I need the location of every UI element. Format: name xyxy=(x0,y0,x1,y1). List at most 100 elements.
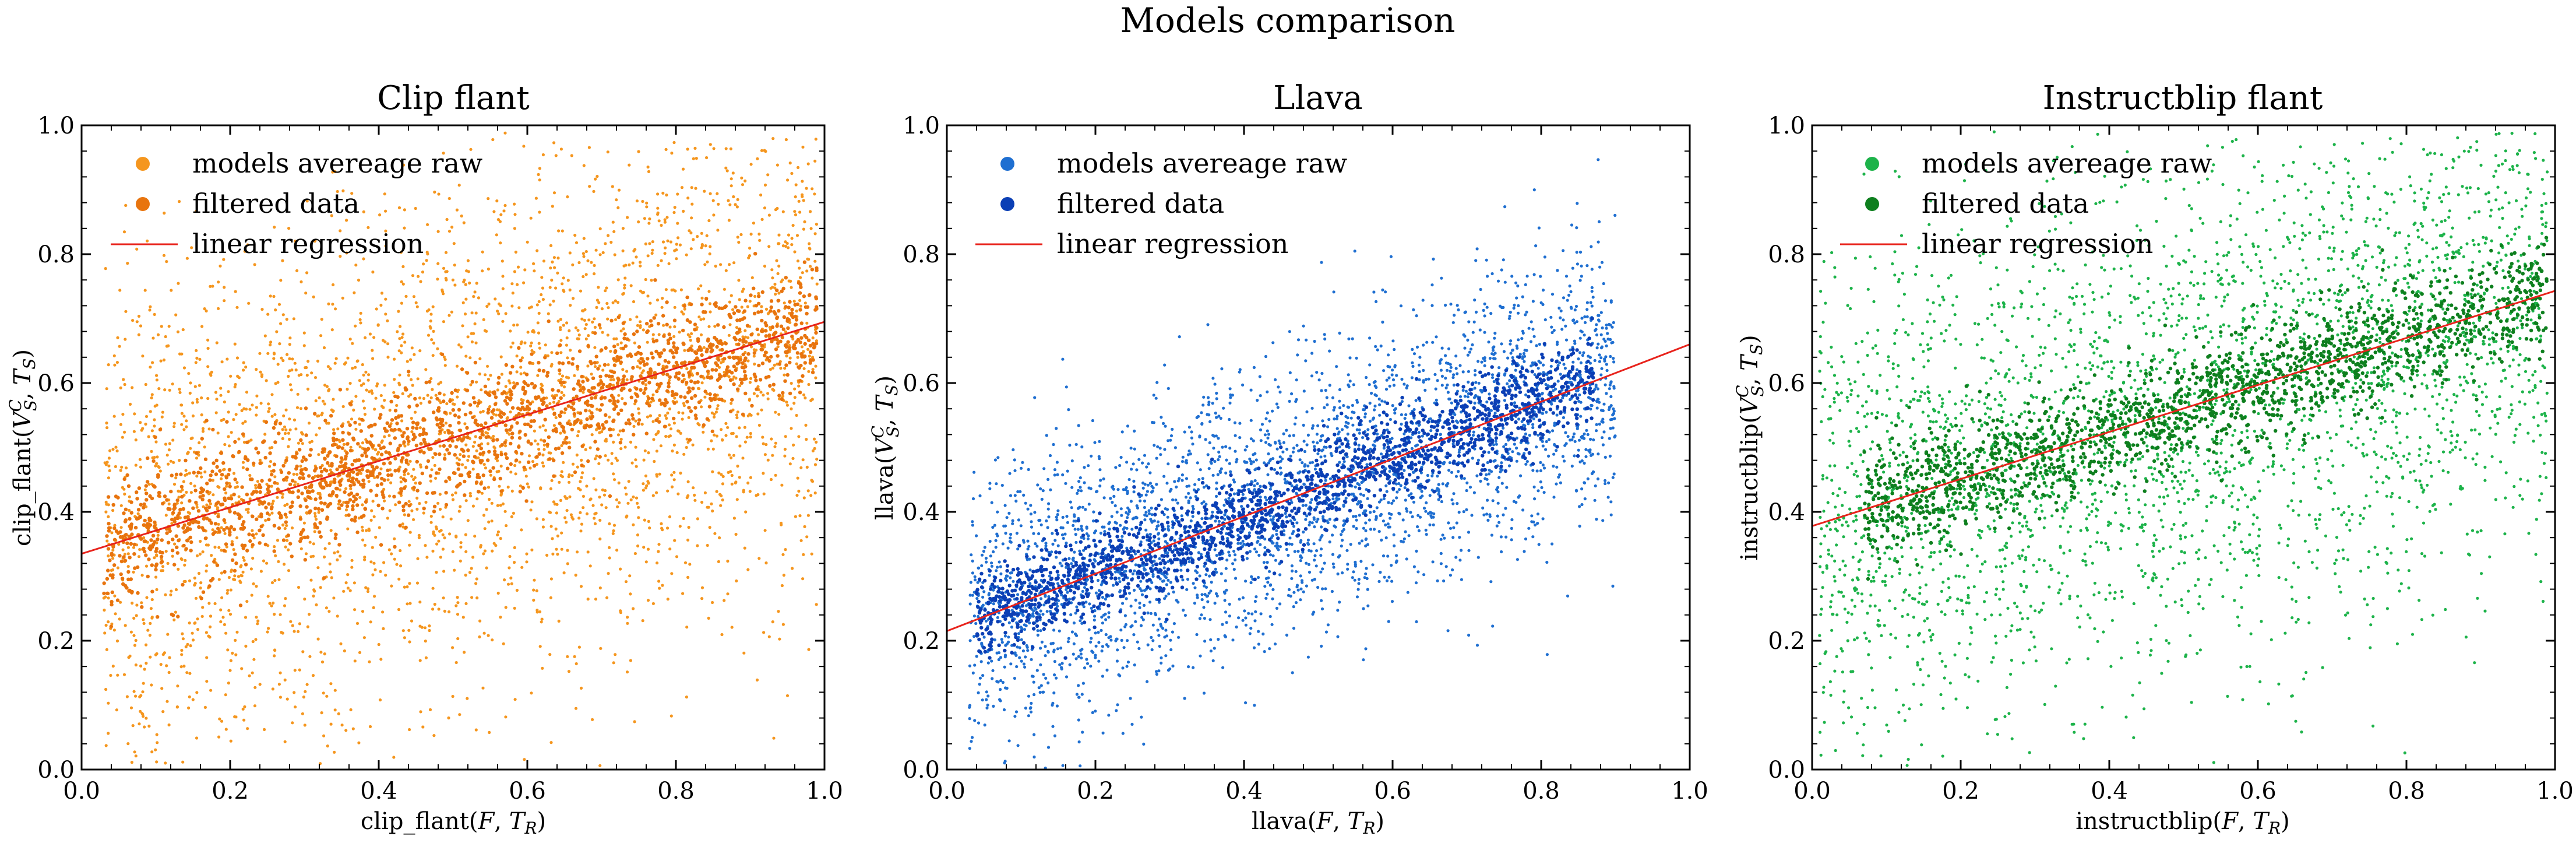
point-filtered xyxy=(124,584,128,588)
y-tick-label: 1.0 xyxy=(37,113,75,139)
point-filtered xyxy=(496,381,501,385)
point-filtered xyxy=(339,483,343,487)
point-filtered xyxy=(705,417,710,421)
point-raw xyxy=(562,461,565,464)
point-raw xyxy=(500,373,504,376)
point-raw xyxy=(538,178,541,182)
point-filtered xyxy=(348,423,352,427)
point-raw xyxy=(516,265,520,269)
point-raw xyxy=(608,522,611,526)
point-raw xyxy=(503,578,506,582)
point-filtered xyxy=(621,346,625,350)
point-filtered xyxy=(788,391,792,396)
point-filtered xyxy=(216,526,220,531)
point-raw xyxy=(219,608,223,612)
point-filtered xyxy=(311,476,315,480)
point-filtered xyxy=(132,552,136,556)
point-raw xyxy=(266,595,270,598)
point-filtered xyxy=(621,321,626,325)
point-raw xyxy=(628,163,631,167)
point-filtered xyxy=(325,515,329,519)
point-raw xyxy=(283,431,287,435)
point-raw xyxy=(560,470,563,473)
point-raw xyxy=(251,403,254,407)
point-raw xyxy=(379,658,383,661)
point-raw xyxy=(306,360,310,363)
point-filtered xyxy=(718,373,722,377)
point-filtered xyxy=(637,418,642,422)
point-filtered xyxy=(179,484,184,489)
point-raw xyxy=(363,558,367,561)
point-filtered xyxy=(696,337,700,341)
point-raw xyxy=(646,254,650,258)
point-filtered xyxy=(298,448,302,452)
point-filtered xyxy=(224,542,228,546)
point-raw xyxy=(771,137,775,140)
point-raw xyxy=(367,527,371,531)
point-filtered xyxy=(563,407,568,411)
point-raw xyxy=(154,575,158,579)
point-filtered xyxy=(217,530,222,534)
point-filtered xyxy=(815,307,819,311)
point-filtered xyxy=(580,463,584,468)
point-raw xyxy=(172,422,176,425)
point-raw xyxy=(191,631,194,635)
point-raw xyxy=(436,262,440,265)
point-filtered xyxy=(442,399,446,403)
point-raw xyxy=(159,359,163,363)
point-filtered xyxy=(645,321,649,326)
point-raw xyxy=(731,171,735,175)
point-raw xyxy=(771,454,774,457)
point-raw xyxy=(798,514,802,518)
point-filtered xyxy=(608,399,612,403)
point-raw xyxy=(184,473,187,477)
point-raw xyxy=(427,333,431,337)
point-filtered xyxy=(769,354,773,359)
point-raw xyxy=(583,308,587,311)
point-raw xyxy=(399,325,402,328)
point-raw xyxy=(199,581,203,585)
point-filtered xyxy=(492,390,496,394)
point-raw xyxy=(491,138,495,142)
point-filtered xyxy=(631,417,635,421)
point-raw xyxy=(107,363,110,367)
point-filtered xyxy=(692,366,696,370)
point-raw xyxy=(672,335,676,338)
point-raw xyxy=(288,369,291,373)
point-filtered xyxy=(393,409,398,413)
point-raw xyxy=(757,423,761,427)
point-raw xyxy=(807,382,810,387)
point-raw xyxy=(451,550,454,553)
point-raw xyxy=(557,399,561,403)
point-filtered xyxy=(333,536,337,540)
point-raw xyxy=(115,449,119,453)
point-filtered xyxy=(629,354,633,359)
point-filtered xyxy=(799,321,804,325)
point-raw xyxy=(245,408,248,411)
point-filtered xyxy=(223,487,227,491)
axes-frame xyxy=(80,124,826,771)
point-raw xyxy=(480,491,484,495)
point-raw xyxy=(636,544,640,548)
point-raw xyxy=(127,656,131,659)
point-raw xyxy=(403,473,406,476)
point-filtered xyxy=(706,369,710,374)
point-filtered xyxy=(661,314,665,318)
point-raw xyxy=(414,482,417,485)
point-filtered xyxy=(561,426,565,430)
point-raw xyxy=(724,166,728,170)
point-raw xyxy=(248,408,252,411)
point-raw xyxy=(559,318,563,321)
point-raw xyxy=(267,627,270,630)
point-raw xyxy=(113,594,117,598)
point-raw xyxy=(643,217,646,220)
point-raw xyxy=(149,607,153,610)
point-raw xyxy=(675,248,678,252)
point-raw xyxy=(540,276,544,279)
point-raw xyxy=(724,269,728,272)
point-filtered xyxy=(387,451,391,455)
point-filtered xyxy=(729,409,733,413)
point-raw xyxy=(609,349,612,353)
point-filtered xyxy=(405,427,410,431)
point-raw xyxy=(474,728,478,732)
